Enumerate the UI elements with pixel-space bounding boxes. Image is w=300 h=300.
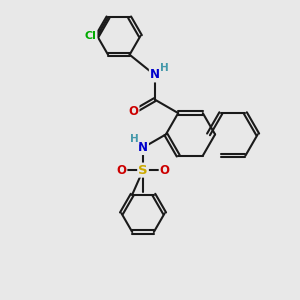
Text: N: N bbox=[150, 68, 160, 82]
Text: H: H bbox=[130, 134, 138, 144]
Text: O: O bbox=[128, 105, 139, 119]
Text: H: H bbox=[160, 63, 169, 74]
Text: O: O bbox=[160, 164, 170, 177]
Text: Cl: Cl bbox=[85, 31, 97, 41]
Text: O: O bbox=[116, 164, 126, 177]
Text: S: S bbox=[138, 164, 148, 177]
Text: N: N bbox=[138, 141, 148, 154]
